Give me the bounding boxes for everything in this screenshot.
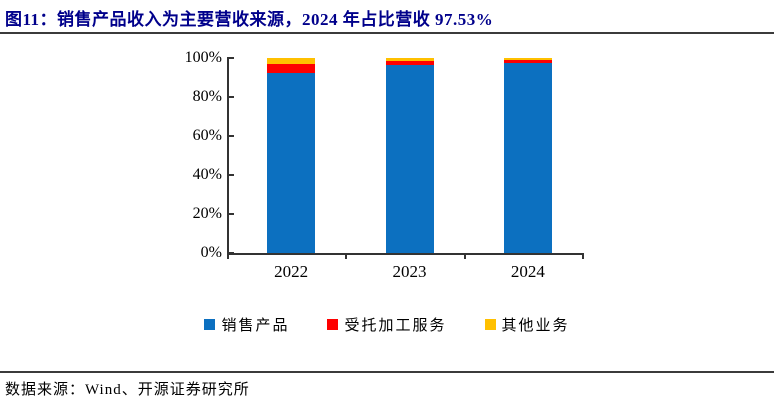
bar-segment-2023 (385, 60, 434, 65)
bar-segment-2023 (385, 58, 434, 61)
bar-segment-2024 (503, 62, 552, 253)
legend-label: 销售产品 (221, 318, 290, 334)
y-axis-tick (228, 252, 234, 254)
bar-segment-2023 (385, 64, 434, 253)
bar-segment-2022 (267, 58, 316, 64)
y-axis-tick-label: 60% (192, 127, 222, 144)
y-axis-tick (228, 174, 234, 176)
y-axis-tick-label: 80% (192, 88, 222, 105)
y-axis-tick (228, 135, 234, 137)
legend-swatch-icon (327, 319, 339, 330)
x-axis-tick (227, 253, 229, 259)
legend-item: 受托加工服务 (327, 314, 446, 335)
bar-segment-2024 (503, 58, 552, 61)
legend-swatch-icon (484, 319, 496, 330)
x-axis-tick (582, 253, 584, 259)
legend-swatch-icon (204, 319, 216, 330)
bar-segment-2022 (267, 63, 316, 73)
bar-segment-2024 (503, 60, 552, 63)
y-axis-tick-label: 40% (192, 166, 222, 183)
x-axis-category-label: 2022 (274, 262, 309, 281)
y-axis-line (227, 57, 229, 254)
legend-item: 其他业务 (484, 314, 570, 335)
figure-title: 图11：销售产品收入为主要营收来源，2024 年占比营收 97.53% (5, 10, 494, 29)
bar-segment-2022 (267, 72, 316, 253)
legend-label: 其他业务 (501, 318, 570, 334)
y-axis-tick (228, 96, 234, 98)
y-axis-tick-label: 20% (192, 205, 222, 222)
legend-item: 销售产品 (204, 314, 289, 335)
y-axis-tick-label: 100% (184, 49, 222, 66)
x-axis-category-label: 2023 (392, 262, 427, 281)
y-axis-tick-label: 0% (200, 244, 222, 261)
x-axis-line (227, 253, 584, 255)
y-axis-tick (228, 57, 234, 59)
legend-label: 受托加工服务 (344, 318, 447, 334)
x-axis-category-label: 2024 (510, 262, 545, 281)
y-axis-tick (228, 213, 234, 215)
x-axis-tick (463, 253, 466, 259)
title-divider (0, 32, 774, 34)
chart-legend: 销售产品 受托加工服务 其他业务 (0, 314, 774, 335)
x-axis-tick (345, 253, 348, 259)
source-note: 数据来源：Wind、开源证券研究所 (5, 382, 250, 398)
footer-divider (0, 371, 774, 373)
